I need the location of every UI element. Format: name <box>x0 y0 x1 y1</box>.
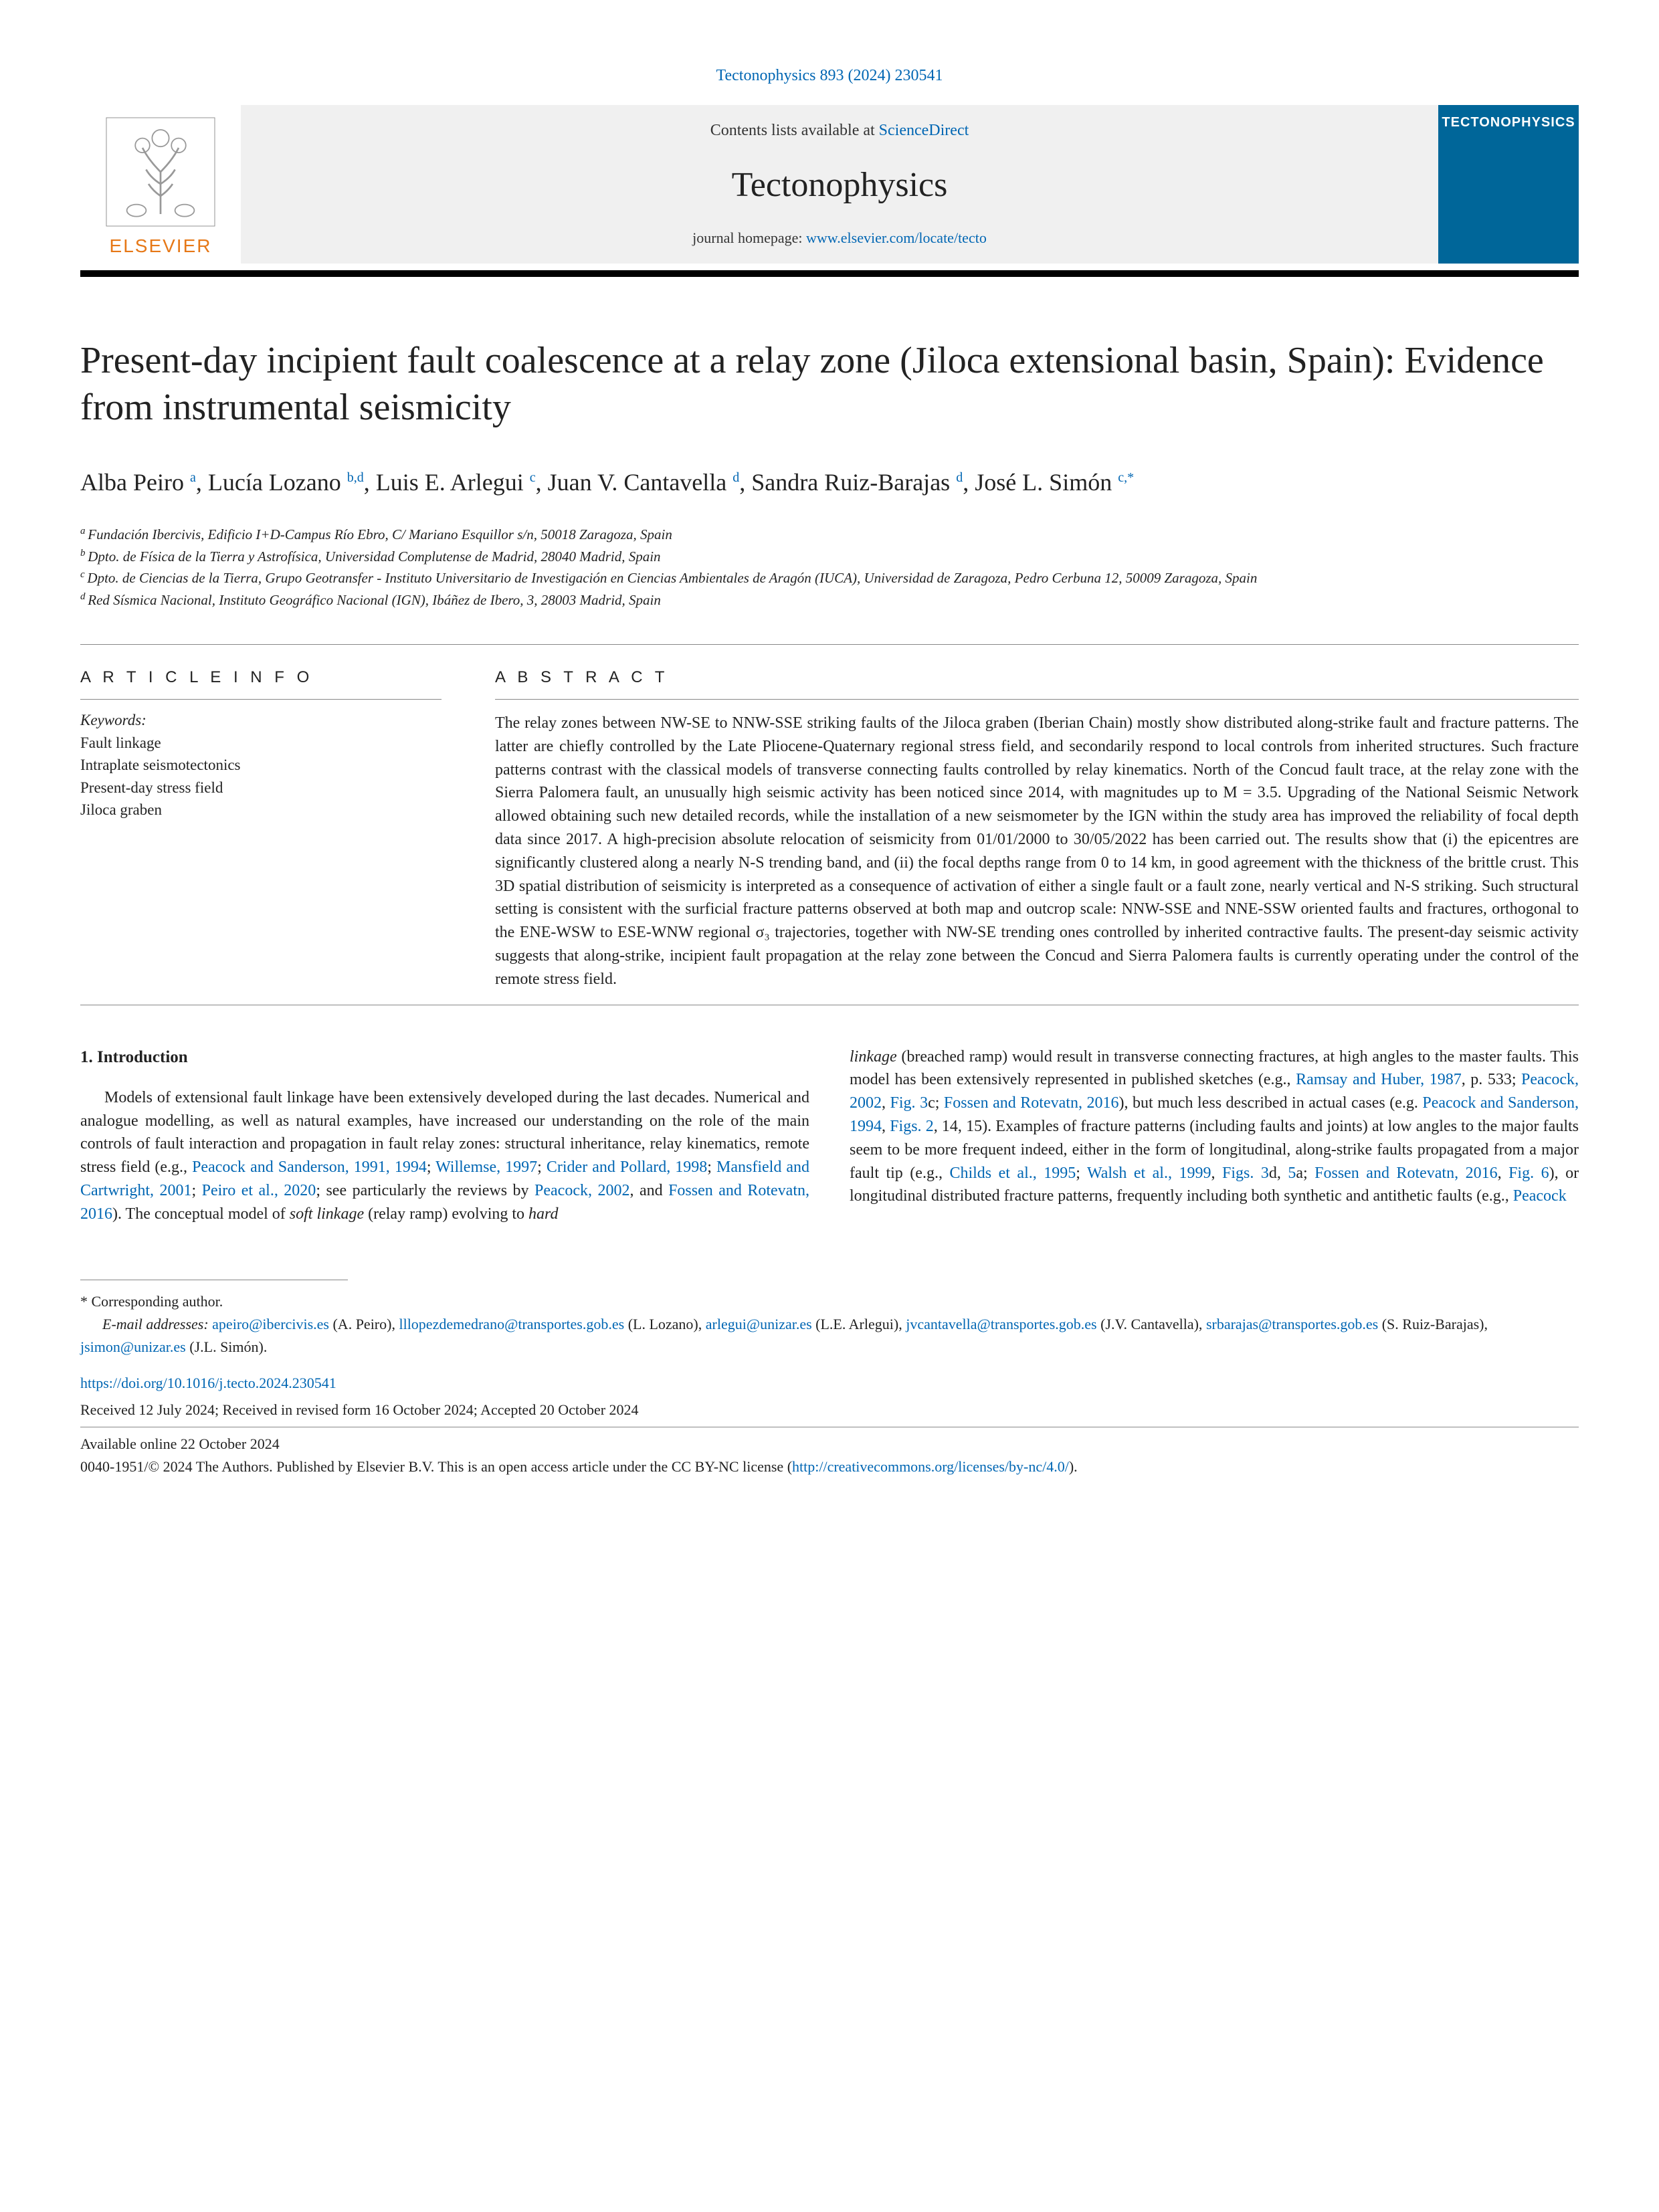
email-link[interactable]: lllopezdemedrano@transportes.gob.es <box>399 1316 624 1332</box>
body-columns: 1. Introduction Models of extensional fa… <box>80 1045 1579 1226</box>
author: Luis E. Arlegui c <box>376 469 536 496</box>
sciencedirect-link[interactable]: ScienceDirect <box>879 122 969 139</box>
author: José L. Simón c,* <box>975 469 1134 496</box>
copyright-line: 0040-1951/© 2024 The Authors. Published … <box>80 1455 1579 1478</box>
ref-link[interactable]: Peiro et al., 2020 <box>202 1182 316 1199</box>
authors: Alba Peiro a, Lucía Lozano b,d, Luis E. … <box>80 464 1579 500</box>
email-link[interactable]: jsimon@unizar.es <box>80 1338 186 1355</box>
keywords-label: Keywords: <box>80 712 442 729</box>
ref-link[interactable]: Peacock and Sanderson, 1991, 1994 <box>192 1159 427 1176</box>
received-line: Received 12 July 2024; Received in revis… <box>80 1399 1579 1421</box>
ref-link[interactable]: Figs. 3 <box>1222 1165 1269 1182</box>
author-affil-sup[interactable]: a <box>190 470 196 485</box>
homepage-link[interactable]: www.elsevier.com/locate/tecto <box>806 229 987 246</box>
ref-link[interactable]: Fig. 3 <box>890 1094 929 1112</box>
elsevier-logo: ELSEVIER <box>80 105 241 264</box>
author: Juan V. Cantavella d <box>548 469 740 496</box>
abstract-text: The relay zones between NW-SE to NNW-SSE… <box>495 712 1579 991</box>
email-link[interactable]: apeiro@ibercivis.es <box>212 1316 329 1332</box>
abstract-rule <box>495 699 1579 700</box>
article-info: A R T I C L E I N F O Keywords: Fault li… <box>80 668 442 991</box>
header-mid: Contents lists available at ScienceDirec… <box>241 105 1438 264</box>
journal-cover: TECTONOPHYSICS <box>1438 105 1579 264</box>
email-addresses: E-mail addresses: apeiro@ibercivis.es (A… <box>80 1313 1579 1359</box>
body-para-2: linkage (breached ramp) would result in … <box>850 1045 1579 1209</box>
keyword: Present-day stress field <box>80 777 442 799</box>
contents-line: Contents lists available at ScienceDirec… <box>710 122 969 140</box>
affiliation: b Dpto. de Física de la Tierra y Astrofí… <box>80 546 1579 568</box>
author-affil-sup[interactable]: b,d <box>347 470 364 485</box>
info-rule <box>80 699 442 700</box>
header-citation: Tectonophysics 893 (2024) 230541 <box>80 67 1579 85</box>
ref-link[interactable]: Fossen and Rotevatn, 2016 <box>1314 1165 1497 1182</box>
article-info-heading: A R T I C L E I N F O <box>80 668 442 687</box>
email-link[interactable]: srbarajas@transportes.gob.es <box>1206 1316 1378 1332</box>
thick-rule <box>80 270 1579 277</box>
contents-text: Contents lists available at <box>710 122 879 139</box>
ref-link[interactable]: Childs et al., 1995 <box>949 1165 1076 1182</box>
section-heading: 1. Introduction <box>80 1045 809 1070</box>
affiliation: d Red Sísmica Nacional, Instituto Geográ… <box>80 589 1579 611</box>
ref-link[interactable]: Peacock <box>1513 1187 1567 1205</box>
affiliation: c Dpto. de Ciencias de la Tierra, Grupo … <box>80 567 1579 589</box>
affiliation: a Fundación Ibercivis, Edificio I+D-Camp… <box>80 524 1579 546</box>
journal-name: Tectonophysics <box>732 165 948 205</box>
article-title: Present-day incipient fault coalescence … <box>80 337 1579 431</box>
header-box: ELSEVIER Contents lists available at Sci… <box>80 105 1579 264</box>
cover-title: TECTONOPHYSICS <box>1442 115 1575 130</box>
elsevier-tree-icon <box>100 112 221 232</box>
author: Lucía Lozano b,d <box>208 469 364 496</box>
keyword: Jiloca graben <box>80 799 442 821</box>
corresponding-author: * Corresponding author. <box>80 1290 1579 1313</box>
ref-link[interactable]: Fig. 6 <box>1508 1165 1549 1182</box>
author-affil-sup[interactable]: c,* <box>1118 470 1134 485</box>
ref-link[interactable]: Fossen and Rotevatn, 2016 <box>944 1094 1119 1112</box>
doi-link[interactable]: https://doi.org/10.1016/j.tecto.2024.230… <box>80 1372 1579 1395</box>
email-link[interactable]: jvcantavella@transportes.gob.es <box>906 1316 1096 1332</box>
ref-link[interactable]: Crider and Pollard, 1998 <box>547 1159 707 1176</box>
abstract-heading: A B S T R A C T <box>495 668 1579 687</box>
author: Alba Peiro a <box>80 469 196 496</box>
author-affil-sup[interactable]: c <box>530 470 536 485</box>
body-para-1: Models of extensional fault linkage have… <box>80 1086 809 1226</box>
column-left: 1. Introduction Models of extensional fa… <box>80 1045 809 1226</box>
keyword: Intraplate seismotectonics <box>80 754 442 776</box>
author: Sandra Ruiz-Barajas d <box>751 469 963 496</box>
homepage-line: journal homepage: www.elsevier.com/locat… <box>692 229 987 247</box>
ref-link[interactable]: Willemse, 1997 <box>435 1159 537 1176</box>
footer: * Corresponding author. E-mail addresses… <box>80 1290 1579 1479</box>
author-affil-sup[interactable]: d <box>956 470 963 485</box>
keyword: Fault linkage <box>80 732 442 754</box>
abstract: A B S T R A C T The relay zones between … <box>495 668 1579 991</box>
ref-link[interactable]: Figs. 2 <box>890 1118 934 1135</box>
keywords-list: Fault linkageIntraplate seismotectonicsP… <box>80 732 442 821</box>
available-line: Available online 22 October 2024 <box>80 1433 1579 1455</box>
ref-link[interactable]: Walsh et al., 1999 <box>1087 1165 1211 1182</box>
elsevier-text: ELSEVIER <box>110 235 212 257</box>
column-right: linkage (breached ramp) would result in … <box>850 1045 1579 1226</box>
author-affil-sup[interactable]: d <box>733 470 739 485</box>
license-link[interactable]: http://creativecommons.org/licenses/by-n… <box>792 1458 1069 1475</box>
ref-link[interactable]: 5 <box>1288 1165 1296 1182</box>
ref-link[interactable]: Ramsay and Huber, 1987 <box>1296 1071 1462 1088</box>
ref-link[interactable]: Peacock, 2002 <box>534 1182 629 1199</box>
affiliations: a Fundación Ibercivis, Edificio I+D-Camp… <box>80 524 1579 611</box>
homepage-text: journal homepage: <box>692 229 806 246</box>
email-link[interactable]: arlegui@unizar.es <box>706 1316 812 1332</box>
